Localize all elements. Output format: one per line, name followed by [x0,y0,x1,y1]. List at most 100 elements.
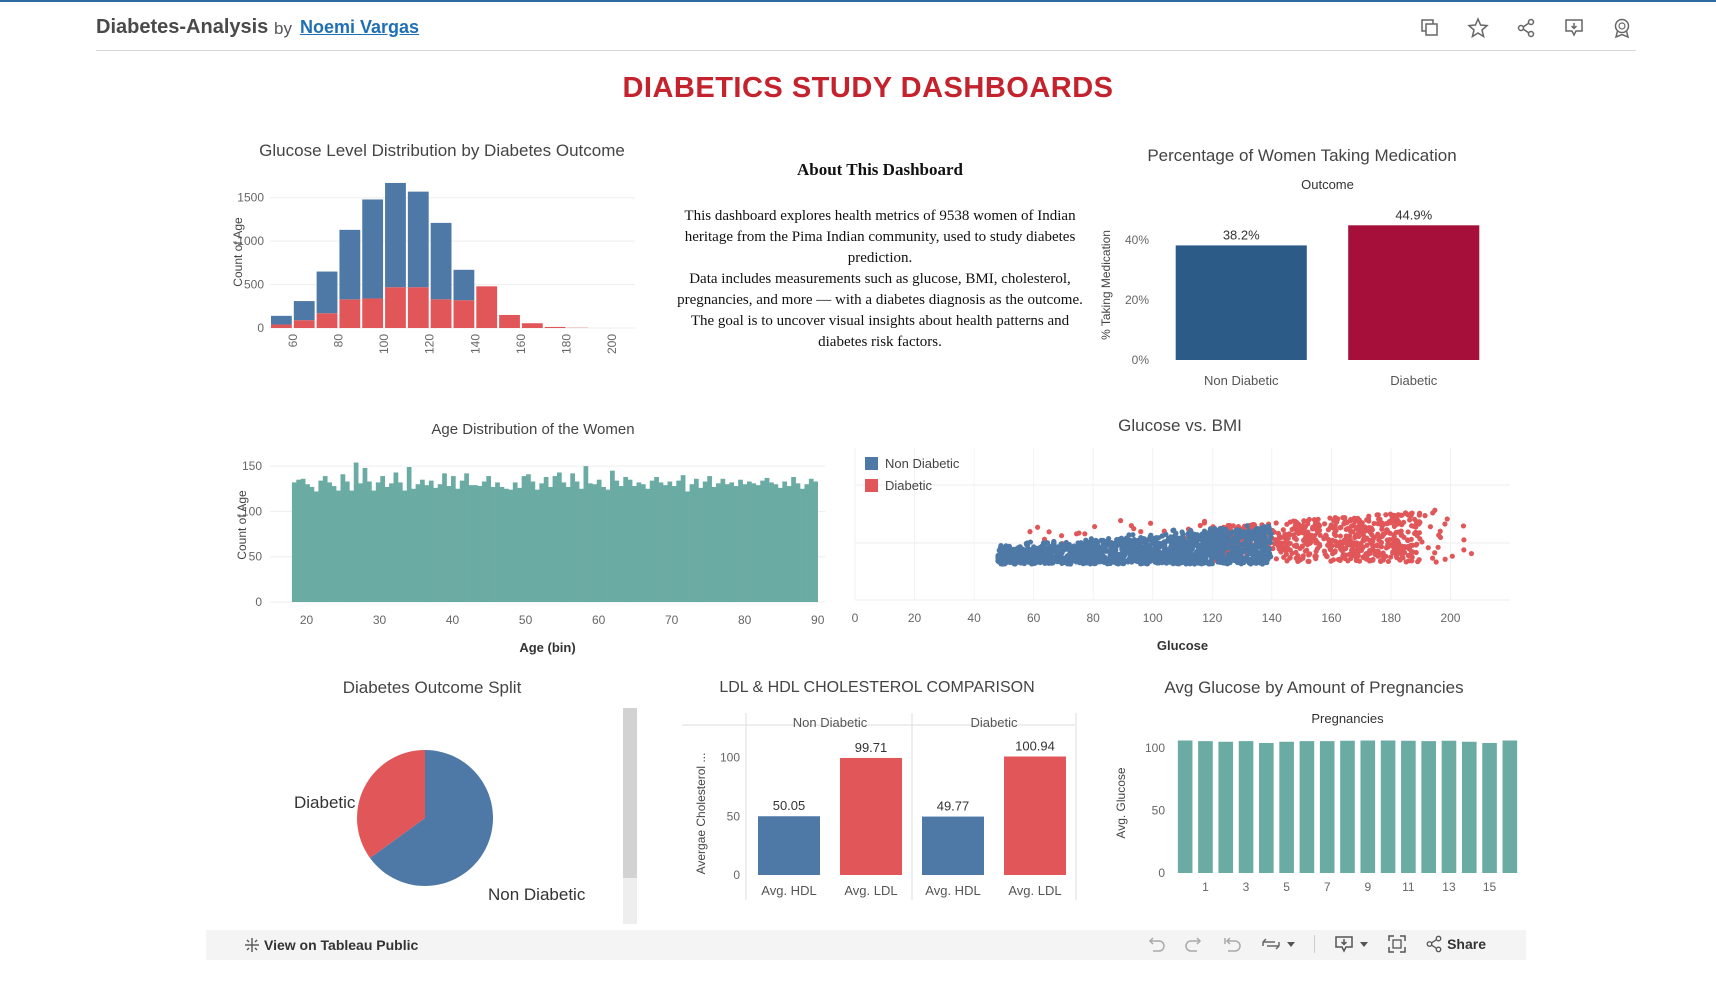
star-icon[interactable] [1464,14,1492,42]
caret-down-icon [1287,942,1296,947]
point-non-diabetic [1052,555,1058,561]
x-axis-label: Age (bin) [519,640,575,655]
age-bar [649,480,655,602]
point-non-diabetic [1013,546,1019,552]
point-non-diabetic [1039,543,1045,549]
pregnancy-bar [1218,741,1234,873]
age-bar [530,481,536,602]
point-diabetic [1338,524,1344,531]
point-non-diabetic [1238,542,1245,548]
age-bar [428,480,434,602]
fullscreen-icon[interactable] [1387,934,1407,954]
point-non-diabetic [1023,558,1030,564]
about-heading: About This Dashboard [797,160,963,179]
glucose-bmi-chart[interactable]: 0 20 40 60 80 100 120 140 160 180 200 Glucose Non Di… [845,440,1525,670]
comment-icon[interactable] [1560,14,1588,42]
point-non-diabetic [1170,542,1176,549]
point-diabetic [1321,521,1328,527]
about-paragraph-3: The goal is to uncover visual insights a… [690,313,1070,350]
age-bar [773,484,779,602]
author-link[interactable]: Noemi Vargas [300,17,420,37]
x-tick-label: 100 [1143,611,1163,625]
x-tick-label: 50 [519,613,533,627]
age-distribution-chart[interactable]: 0 50 100 150 Count of Age 20 30 40 50 60 70 80 90 Age… [225,440,840,670]
y-tick-label: 0 [257,321,264,335]
point-diabetic [1343,526,1349,533]
revert-icon[interactable] [1222,935,1242,953]
point-diabetic [1371,534,1378,540]
point-diabetic [1300,522,1306,528]
point-non-diabetic [1252,559,1258,566]
scrollbar-thumb[interactable] [623,708,637,878]
point-non-diabetic [1108,539,1114,546]
download-icon[interactable] [1333,934,1369,954]
cholesterol-chart[interactable]: 0 50 100 Avergae Cholesterol ... Non Diabeti… [675,705,1085,910]
refresh-icon[interactable] [1260,935,1296,953]
redo-icon[interactable] [1184,935,1204,953]
share-nodes-icon[interactable] [1512,14,1540,42]
point-diabetic [1389,514,1395,520]
view-on-tableau-link[interactable]: View on Tableau Public [244,937,418,953]
x-tick-label: 140 [468,334,482,354]
pregnancies-chart[interactable]: Pregnancies 0 50 100 Avg. Glucose 1 3 5 7 9 11 13 15 [1105,705,1535,910]
point-diabetic [1384,537,1390,543]
point-non-diabetic [1104,538,1110,544]
point-non-diabetic [1237,559,1243,565]
medication-chart[interactable]: Outcome 0% 20% 40% % Taking Medication 38.2% N… [1090,175,1510,400]
x-tick-label: 15 [1483,880,1497,894]
point-diabetic [1291,535,1298,541]
point-diabetic [1305,558,1311,564]
outcome-split-chart[interactable]: Diabetic Non Diabetic [270,708,650,933]
caret-down-icon [1360,942,1369,947]
x-tick-label: 9 [1364,880,1371,894]
age-bar [375,482,381,602]
point-non-diabetic [1153,552,1159,558]
badge-icon[interactable] [1608,14,1636,42]
point-diabetic [1347,528,1354,534]
age-bar [349,490,355,602]
bar-non-diabetic [407,191,429,288]
age-bar [623,476,629,602]
x-tick-label: 60 [286,334,300,348]
y-tick-label: 0 [733,868,740,882]
top-accent-line [0,0,1716,2]
undo-icon[interactable] [1146,935,1166,953]
bar-diabetic [271,324,292,328]
point-non-diabetic [1170,555,1176,561]
x-tick-label: 20 [908,611,922,625]
age-bar [565,486,571,602]
y-tick-label: 1500 [237,191,264,205]
scrollbar-track[interactable] [623,708,637,924]
point-non-diabetic [1018,551,1024,557]
age-bar [587,483,593,602]
point-non-diabetic [1265,547,1271,553]
point-diabetic [1391,523,1397,529]
point-diabetic [1398,543,1404,550]
bar-avg-ldl [1004,756,1066,875]
age-bar [543,476,549,602]
point-non-diabetic [1031,560,1038,566]
point-non-diabetic [1255,556,1261,562]
point-diabetic [1331,517,1337,524]
workbook-title: Diabetes-Analysis [96,16,269,38]
point-non-diabetic [1049,558,1055,564]
point-non-diabetic [1242,548,1248,554]
age-bar [450,476,456,602]
share-button[interactable]: Share [1425,935,1486,953]
age-bar [402,490,408,602]
point-non-diabetic [1180,539,1187,545]
x-category-label: Avg. HDL [761,883,816,898]
age-bar [738,479,743,602]
glucose-distribution-chart[interactable]: 0 500 1000 1500 Count of Age 60 80 100 120 140 160… [225,168,655,393]
point-non-diabetic [1260,525,1266,531]
copy-icon[interactable] [1416,14,1444,42]
outcome-split-title: Diabetes Outcome Split [342,678,522,697]
point-non-diabetic [1217,558,1223,565]
point-non-diabetic [1092,552,1098,558]
age-bar [640,484,646,602]
point-non-diabetic [1112,554,1118,561]
point-non-diabetic [1073,550,1079,556]
x-tick-label: 40 [446,613,460,627]
pregnancy-bar [1177,740,1193,873]
point-non-diabetic [1263,538,1269,544]
